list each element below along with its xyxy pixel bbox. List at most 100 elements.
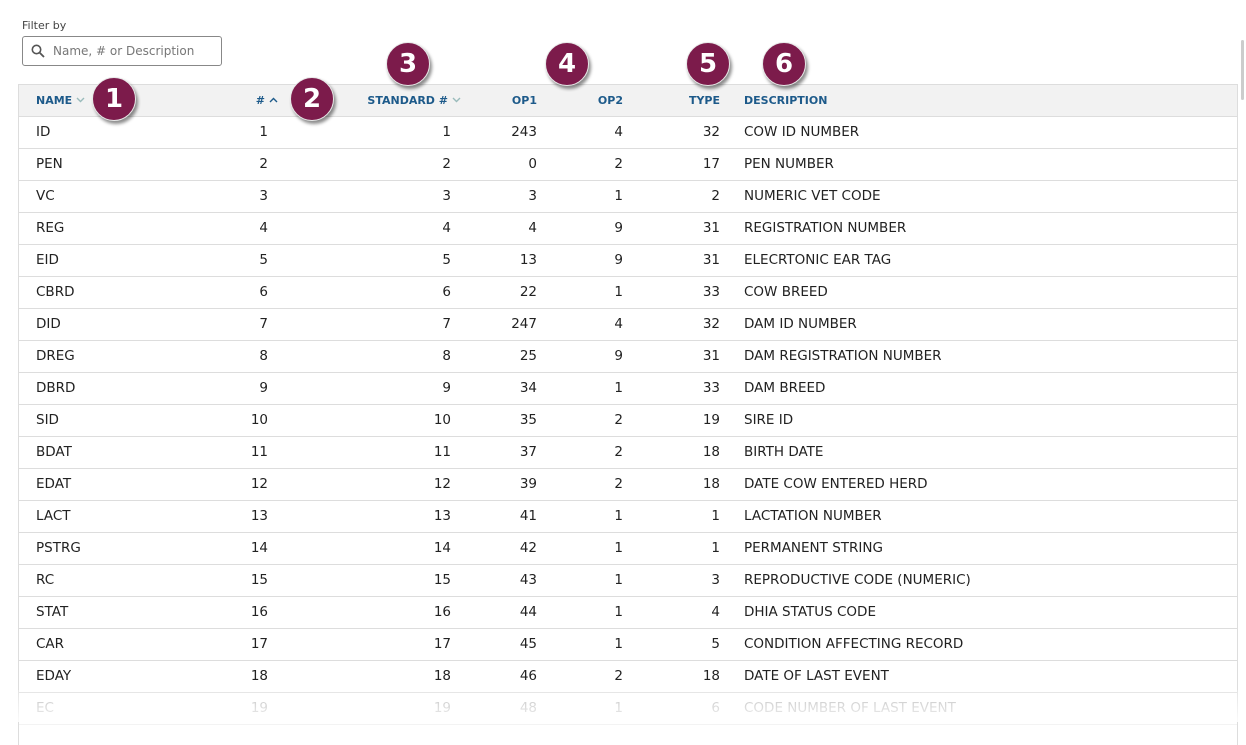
table-row[interactable]: PEN 2 2 0 2 17 PEN NUMBER (19, 149, 1237, 181)
table-cell: 3 (711, 572, 720, 588)
table-cell: 41 (519, 508, 537, 524)
column-header-text: OP1 (511, 94, 537, 107)
column-header[interactable]: DESCRIPTION (744, 85, 827, 116)
table-cell: 1 (614, 540, 623, 556)
table-row[interactable]: ID 1 1 243 4 32 COW ID NUMBER (19, 117, 1237, 149)
table-cell: 32 (702, 316, 720, 332)
table-cell: 2 (614, 412, 623, 428)
table-cell: 33 (702, 284, 720, 300)
table-cell: COW ID NUMBER (744, 124, 860, 140)
table-cell: 2 (711, 188, 720, 204)
table-cell: 22 (519, 284, 537, 300)
table-row[interactable]: DBRD 9 9 34 1 33 DAM BREED (19, 373, 1237, 405)
table-row[interactable]: LACT 13 13 41 1 1 LACTATION NUMBER (19, 501, 1237, 533)
table-cell: 7 (259, 316, 268, 332)
table-cell: EID (36, 252, 59, 268)
column-header[interactable]: OP1 (512, 85, 537, 116)
table-row[interactable]: DID 7 7 247 4 32 DAM ID NUMBER (19, 309, 1237, 341)
table-cell: 18 (702, 668, 720, 684)
table-cell: 3 (442, 188, 451, 204)
table-cell: PSTRG (36, 540, 81, 556)
table-cell: 45 (519, 636, 537, 652)
table-cell: PEN NUMBER (744, 156, 834, 172)
table-cell: 9 (259, 380, 268, 396)
table-cell: 17 (250, 636, 268, 652)
table-row[interactable]: VC 3 3 3 1 2 NUMERIC VET CODE (19, 181, 1237, 213)
table-cell: EDAY (36, 668, 72, 684)
table-cell: 2 (442, 156, 451, 172)
table-row[interactable]: EDAT 12 12 39 2 18 DATE COW ENTERED HERD (19, 469, 1237, 501)
table-cell: 4 (528, 220, 537, 236)
table-cell: CBRD (36, 284, 75, 300)
table-row[interactable]: STAT 16 16 44 1 4 DHIA STATUS CODE (19, 597, 1237, 629)
table-cell: 35 (519, 412, 537, 428)
callout-badge: 5 (686, 42, 730, 86)
table-cell: 12 (250, 476, 268, 492)
table-cell: EDAT (36, 476, 72, 492)
table-cell: PERMANENT STRING (744, 540, 883, 556)
table-cell: DAM ID NUMBER (744, 316, 857, 332)
table-cell: 3 (259, 188, 268, 204)
callout-badge: 1 (92, 77, 136, 121)
table-row[interactable]: EID 5 5 13 9 31 ELECRTONIC EAR TAG (19, 245, 1237, 277)
table-cell: RC (36, 572, 55, 588)
table-cell: BIRTH DATE (744, 444, 824, 460)
table-cell: 13 (433, 508, 451, 524)
table-cell: 9 (614, 252, 623, 268)
table-row[interactable]: REG 4 4 4 9 31 REGISTRATION NUMBER (19, 213, 1237, 245)
table-cell: 43 (519, 572, 537, 588)
table-cell: 39 (519, 476, 537, 492)
table-cell: 14 (250, 540, 268, 556)
table-cell: 10 (250, 412, 268, 428)
column-header[interactable]: OP2 (598, 85, 623, 116)
table-cell: 12 (433, 476, 451, 492)
table-cell: DAM BREED (744, 380, 826, 396)
table-cell: 9 (614, 220, 623, 236)
table-cell: SIRE ID (744, 412, 794, 428)
table-row[interactable]: CBRD 6 6 22 1 33 COW BREED (19, 277, 1237, 309)
table-cell: VC (36, 188, 55, 204)
column-header-text: DESCRIPTION (744, 94, 828, 107)
filter-input[interactable]: Name, # or Description (22, 36, 222, 66)
table-cell: 2 (614, 156, 623, 172)
table-row[interactable]: DREG 8 8 25 9 31 DAM REGISTRATION NUMBER (19, 341, 1237, 373)
table-cell: DBRD (36, 380, 76, 396)
table-cell: 1 (614, 188, 623, 204)
column-header[interactable]: STANDARD # (367, 85, 461, 116)
filter-label: Filter by (22, 19, 67, 32)
table-cell: 1 (614, 636, 623, 652)
table-cell: 2 (259, 156, 268, 172)
table-cell: 31 (702, 220, 720, 236)
column-header[interactable]: TYPE (689, 85, 720, 116)
table-cell: 18 (702, 444, 720, 460)
table-row[interactable]: PSTRG 14 14 42 1 1 PERMANENT STRING (19, 533, 1237, 565)
table-row[interactable]: EDAY 18 18 46 2 18 DATE OF LAST EVENT (19, 661, 1237, 693)
table-cell: 11 (433, 444, 451, 460)
table-cell: 7 (442, 316, 451, 332)
table-row[interactable]: SID 10 10 35 2 19 SIRE ID (19, 405, 1237, 437)
table-cell: 5 (442, 252, 451, 268)
table-cell: 19 (702, 412, 720, 428)
table-cell: 4 (614, 316, 623, 332)
table-cell: 18 (433, 668, 451, 684)
fade-overlay (0, 690, 1246, 722)
table-cell: REPRODUCTIVE CODE (NUMERIC) (744, 572, 971, 588)
table-cell: 4 (614, 124, 623, 140)
table-cell: 6 (259, 284, 268, 300)
table-cell: REG (36, 220, 65, 236)
table-cell: 31 (702, 252, 720, 268)
column-header[interactable]: # (256, 85, 278, 116)
table-cell: DREG (36, 348, 75, 364)
table-cell: DHIA STATUS CODE (744, 604, 876, 620)
table-cell: 1 (442, 124, 451, 140)
table-row[interactable]: BDAT 11 11 37 2 18 BIRTH DATE (19, 437, 1237, 469)
table-cell: REGISTRATION NUMBER (744, 220, 907, 236)
table-cell: 18 (702, 476, 720, 492)
table-cell: 17 (702, 156, 720, 172)
table-cell: 1 (614, 604, 623, 620)
table-row[interactable]: RC 15 15 43 1 3 REPRODUCTIVE CODE (NUMERIC) (19, 565, 1237, 597)
column-header[interactable]: NAME (36, 85, 85, 116)
table-cell: 1 (614, 508, 623, 524)
table-row[interactable]: CAR 17 17 45 1 5 CONDITION AFFECTING RECORD (19, 629, 1237, 661)
table-cell: 247 (511, 316, 537, 332)
